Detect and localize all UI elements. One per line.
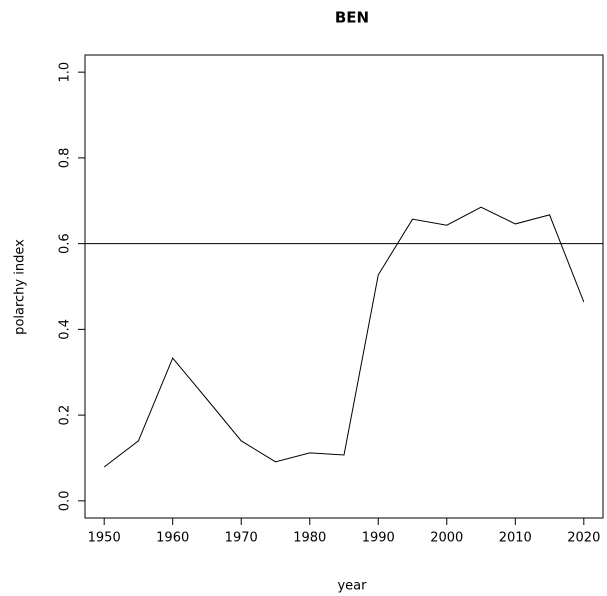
x-tick-label: 2010: [499, 531, 532, 546]
data-line: [103, 206, 585, 468]
x-tick-label: 1960: [156, 531, 189, 546]
x-tick-label: 1970: [225, 531, 258, 546]
plot-frame: [84, 54, 604, 519]
y-tick-label: 0.4: [58, 319, 73, 340]
x-tick-label: 1950: [88, 531, 121, 546]
y-tick-label: 0.8: [58, 148, 73, 169]
x-tick-label: 1990: [362, 531, 395, 546]
x-tick-label: 2020: [567, 531, 600, 546]
x-tick-label: 2000: [430, 531, 463, 546]
x-axis-label: year: [337, 579, 367, 594]
y-tick-label: 0.2: [58, 405, 73, 426]
y-tick-label: 1.0: [58, 62, 73, 83]
y-axis-label: polarchy index: [13, 239, 28, 335]
y-tick-label: 0.6: [58, 233, 73, 254]
chart-title: BEN: [335, 9, 369, 27]
y-tick-label: 0.0: [58, 491, 73, 512]
x-tick-label: 1980: [293, 531, 326, 546]
